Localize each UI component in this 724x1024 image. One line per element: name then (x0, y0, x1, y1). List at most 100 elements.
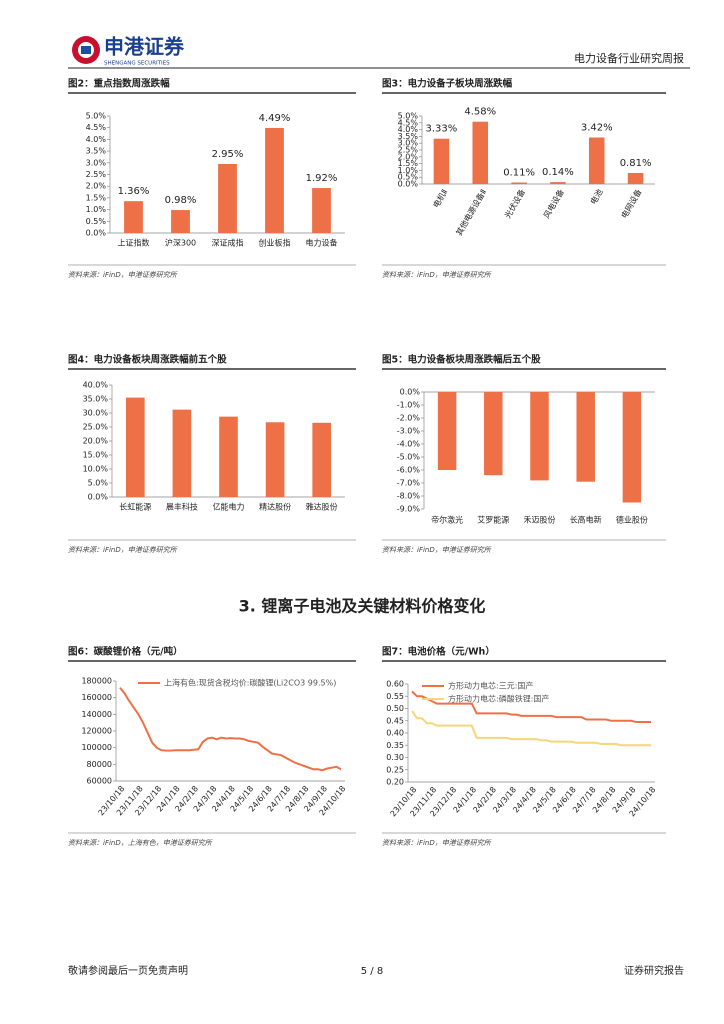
section-title: 3. 锂离子电池及关键材料价格变化 (239, 597, 486, 616)
chart-title: 图7：电池价格（元/Wh） (382, 646, 495, 658)
y-tick-label: 3.5% (86, 147, 107, 156)
y-tick-label: 160000 (81, 693, 112, 702)
y-tick-label: -2.0% (397, 414, 421, 423)
logo-icon (81, 46, 91, 54)
bar (265, 127, 284, 233)
x-tick-label: 长高电新 (570, 515, 602, 525)
y-tick-label: 0.40 (386, 729, 404, 738)
y-tick-label: 3.5% (398, 132, 419, 141)
source: 资料来源：iFinD，申港证券研究所 (68, 546, 178, 554)
y-tick-label: 1.5% (398, 159, 419, 168)
y-tick-label: 4.5% (86, 123, 107, 132)
x-tick-label: 亿能电力 (213, 502, 245, 512)
line (119, 687, 342, 772)
x-tick-label: 德业股份 (616, 515, 648, 525)
line (411, 690, 651, 723)
bar (622, 392, 642, 503)
source: 资料来源：iFinD，上海有色，申港证券研究所 (68, 839, 213, 847)
data-label: 4.49% (259, 113, 291, 124)
data-label: 2.95% (212, 149, 244, 160)
bar (124, 201, 143, 233)
data-label: 1.92% (306, 173, 338, 184)
chart-title: 图3：电力设备子板块周涨跌幅 (382, 78, 513, 90)
y-tick-label: 4.0% (86, 135, 107, 144)
x-tick-label: 艾罗能源 (477, 515, 509, 525)
bar (172, 409, 192, 497)
y-tick-label: 4.0% (398, 125, 419, 134)
x-tick-label: 长虹能源 (119, 502, 151, 512)
bar (484, 392, 503, 476)
y-tick-label: 0.5% (86, 217, 107, 226)
bar (550, 182, 566, 184)
y-tick-label: 0.55 (386, 692, 404, 701)
chart-title: 图4：电力设备板块周涨跌幅前五个股 (68, 354, 227, 366)
y-tick-label: 0.0% (398, 180, 419, 189)
y-tick-label: 3.0% (86, 158, 107, 167)
y-tick-label: 0.45 (386, 716, 404, 725)
y-tick-label: 25.0% (83, 423, 109, 432)
data-label: 0.11% (503, 168, 535, 179)
y-tick-label: 100000 (81, 743, 112, 752)
page-number: 5 / 8 (361, 966, 383, 977)
y-tick-label: -5.0% (397, 453, 421, 462)
bar (433, 138, 450, 184)
legend-label: 方形动力电芯:三元:国产 (448, 681, 533, 691)
x-tick-label: 创业板指 (259, 238, 291, 248)
y-tick-label: 30.0% (83, 409, 109, 418)
bar (219, 416, 238, 497)
data-label: 4.58% (464, 107, 496, 118)
y-tick-label: 0.30 (386, 753, 404, 762)
y-tick-label: 10.0% (83, 465, 109, 474)
bar (576, 392, 595, 482)
data-label: 0.81% (620, 158, 652, 169)
x-tick-label: 其他电源设备Ⅱ (454, 187, 489, 237)
data-label: 3.33% (426, 124, 458, 135)
x-tick-label: 雅达股份 (306, 502, 338, 512)
y-tick-label: 60000 (87, 777, 112, 786)
x-tick-label: 电池 (588, 187, 605, 206)
y-tick-label: 35.0% (83, 395, 109, 404)
y-tick-label: -7.0% (397, 479, 421, 488)
x-tick-label: 上证指数 (118, 238, 150, 248)
x-tick-label: 帝尔激光 (431, 515, 463, 525)
source: 资料来源：iFinD，申港证券研究所 (382, 271, 492, 279)
y-tick-label: 0.0% (400, 388, 421, 397)
y-tick-label: 0.35 (386, 741, 404, 750)
chart-title: 图6：碳酸锂价格（元/吨） (68, 646, 183, 658)
legend-label: 上海有色:现货含税均价:碳酸锂(Li2CO3 99.5%) (164, 678, 336, 688)
report-name: 电力设备行业研究周报 (574, 51, 684, 65)
y-tick-label: 5.0% (88, 479, 109, 488)
y-tick-label: 0.60 (386, 680, 404, 689)
y-tick-label: 120000 (81, 727, 112, 736)
y-tick-label: 2.5% (86, 170, 107, 179)
x-tick-label: 禾迈股份 (524, 515, 556, 525)
bar (265, 422, 285, 497)
y-tick-label: 5.0% (398, 112, 419, 121)
source: 资料来源：iFinD，申港证券研究所 (382, 839, 492, 847)
y-tick-label: 15.0% (83, 451, 109, 460)
footer-right: 证券研究报告 (624, 964, 684, 977)
bar (125, 397, 145, 497)
bar (511, 182, 527, 184)
y-tick-label: 180000 (81, 677, 112, 686)
x-tick-label: 电力设备 (306, 238, 338, 248)
y-tick-label: -9.0% (397, 505, 421, 514)
x-tick-label: 深证成指 (212, 238, 244, 248)
bar (312, 188, 331, 233)
x-tick-label: 晨丰科技 (166, 502, 198, 512)
source: 资料来源：iFinD，申港证券研究所 (68, 271, 178, 279)
bar (530, 392, 549, 481)
bar (218, 163, 237, 233)
y-tick-label: 3.0% (398, 139, 419, 148)
y-tick-label: 2.0% (398, 152, 419, 161)
y-tick-label: -1.0% (397, 401, 421, 410)
bar (312, 422, 332, 497)
y-tick-label: -4.0% (397, 440, 421, 449)
x-tick-label: 电网设备 (619, 187, 644, 220)
bar (437, 392, 457, 470)
footer-left: 敬请参阅最后一页免责声明 (68, 964, 188, 977)
y-tick-label: 0.0% (88, 493, 109, 502)
source: 资料来源：iFinD，申港证券研究所 (382, 546, 492, 554)
legend-label: 方形动力电芯:磷酸铁锂:国产 (448, 694, 549, 704)
